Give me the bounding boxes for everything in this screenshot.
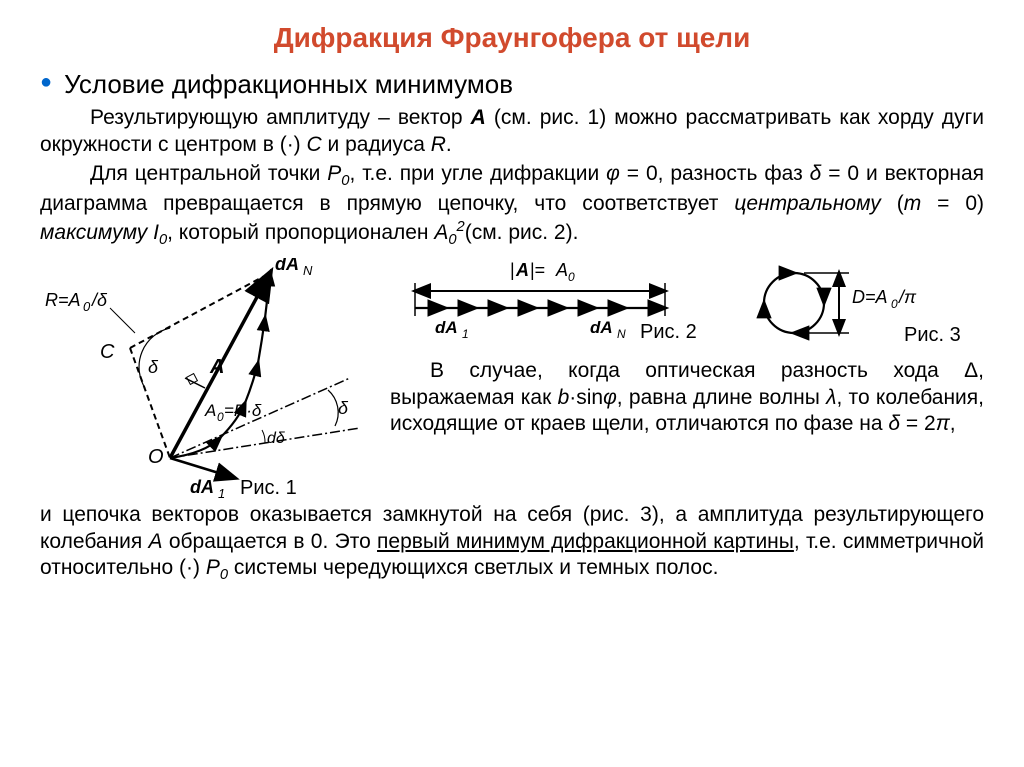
fig1-a0-sub: 0 <box>217 410 224 424</box>
paragraph-1: Результирующую амплитуду – вектор А (см.… <box>40 105 984 159</box>
phi: φ <box>603 386 617 409</box>
text: . <box>446 133 452 156</box>
a0-squared: A02 <box>434 221 464 244</box>
text: , равна длине волны <box>617 386 826 409</box>
text: и радиуса <box>322 133 431 156</box>
fig2-top-a0-sub: 0 <box>568 270 575 284</box>
fig2-dan-sub: N <box>617 327 626 341</box>
text: обращается в 0. Это <box>163 530 377 553</box>
point-p0-2: Р0 <box>206 556 228 579</box>
fig2-top-eq: |= <box>530 260 545 280</box>
fig1-da1-sub: 1 <box>218 486 225 498</box>
fig-2-3-row: | A |= A 0 <box>390 258 984 348</box>
figure-1: R=A 0 /δ С A A 0 =R·δ O dA 1 dA N dδ δ δ… <box>40 258 380 498</box>
right-column: | A |= A 0 <box>380 258 984 498</box>
figure-3: D=A 0 /π Рис. 3 <box>744 258 984 348</box>
fig2-da1: dA <box>435 318 458 337</box>
text: системы чередующихся светлых и темных по… <box>228 556 718 579</box>
delta: δ <box>888 412 900 435</box>
text: (см. рис. 2). <box>465 221 579 244</box>
pi: π <box>936 412 950 435</box>
fig2-dan: dA <box>590 318 613 337</box>
paragraph-4: и цепочка векторов оказывается замкнутой… <box>40 502 984 586</box>
text: Для центральной точки <box>90 162 327 185</box>
text: = 0, разность фаз <box>620 162 810 185</box>
slide-title: Дифракция Фраунгофера от щели <box>40 20 984 56</box>
fig2-top-a0: A <box>555 260 568 280</box>
fig3-d-pi: /π <box>897 287 917 307</box>
fig1-delta1: δ <box>148 357 159 377</box>
delta: δ <box>810 162 822 185</box>
text: = 2 <box>900 412 936 435</box>
point-c: С <box>307 133 322 156</box>
text: , <box>950 412 956 435</box>
fig2-top-a: A <box>515 260 529 280</box>
radius-r: R <box>431 133 446 156</box>
text: Результирующую амплитуду – вектор <box>90 106 471 129</box>
text: = 0) <box>921 192 984 215</box>
fig1-r-sub: 0 <box>83 299 91 314</box>
fig1-delta2: δ <box>338 398 349 418</box>
fig1-ddelta: dδ <box>267 430 286 447</box>
b: b <box>558 386 570 409</box>
fig1-o: O <box>148 446 164 468</box>
fig2-top: | <box>510 260 515 280</box>
lambda: λ <box>826 386 836 409</box>
fig1-svg: R=A 0 /δ С A A 0 =R·δ O dA 1 dA N dδ δ δ <box>40 258 380 498</box>
fig1-dan: dA <box>275 258 299 274</box>
fig1-a0-suffix: =R·δ <box>224 401 262 420</box>
central: центральному <box>734 192 880 215</box>
fig1-a: A <box>209 356 224 378</box>
bullet-row: ● Условие дифракционных минимумов <box>40 68 984 101</box>
fig1-r-delta: /δ <box>90 290 108 310</box>
text: , который пропорционален <box>167 221 434 244</box>
figure-2: | A |= A 0 <box>390 258 724 348</box>
first-minimum: первый минимум дифракционной картины <box>377 530 794 553</box>
amplitude-a: А <box>149 530 163 553</box>
vector-a: А <box>471 106 486 129</box>
paragraph-3: В случае, когда оптическая разность хода… <box>390 358 984 439</box>
text: ·sin <box>569 386 603 409</box>
fig1-da1: dA <box>190 477 214 497</box>
m: m <box>904 192 922 215</box>
fig1-r-label: R=A <box>45 290 81 310</box>
maximum-i0: максимуму I0 <box>40 221 167 244</box>
text: , т.е. при угле дифракции <box>349 162 606 185</box>
fig1-caption: Рис. 1 <box>240 476 297 502</box>
fig2-caption: Рис. 2 <box>640 320 697 346</box>
bullet-heading: Условие дифракционных минимумов <box>64 68 513 101</box>
fig1-c: С <box>100 341 115 363</box>
fig1-a0: A <box>204 401 216 420</box>
figures-row: R=A 0 /δ С A A 0 =R·δ O dA 1 dA N dδ δ δ… <box>40 258 984 498</box>
fig3-circle <box>764 273 824 333</box>
fig1-dan-sub: N <box>303 263 313 278</box>
fig2-da1-sub: 1 <box>462 327 469 341</box>
text: ( <box>881 192 904 215</box>
phi: φ <box>606 162 620 185</box>
bullet-icon: ● <box>40 70 52 96</box>
paragraph-2: Для центральной точки Р0, т.е. при угле … <box>40 161 984 250</box>
point-p0: Р0 <box>327 162 349 185</box>
fig3-caption: Рис. 3 <box>904 323 961 349</box>
fig3-d: D=A <box>852 287 888 307</box>
fig3-d-sub: 0 <box>891 297 898 311</box>
